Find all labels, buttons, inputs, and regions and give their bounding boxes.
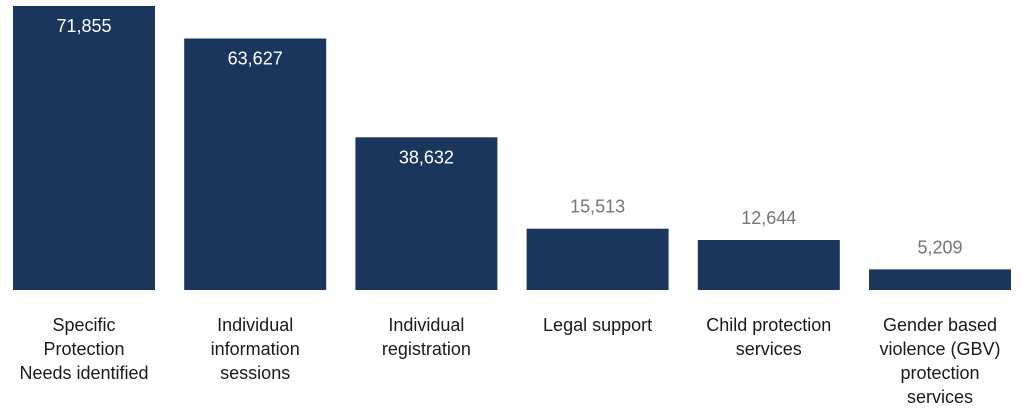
bar-3 xyxy=(526,228,669,290)
value-label-1: 63,627 xyxy=(228,49,283,69)
bar-2 xyxy=(355,137,498,290)
value-label-4: 12,644 xyxy=(741,208,796,228)
category-label-4: Child protection services xyxy=(706,315,832,359)
category-label-0: Specific Protection Needs identified xyxy=(19,315,149,383)
category-label-3: Legal support xyxy=(543,315,653,335)
bar-1 xyxy=(184,38,327,290)
value-labels-group: 71,855 63,627 38,632 15,513 12,644 5,209 xyxy=(56,16,962,257)
value-label-2: 38,632 xyxy=(399,147,454,167)
category-label-1: Individual information sessions xyxy=(210,315,300,383)
value-label-0: 71,855 xyxy=(56,16,111,36)
value-label-3: 15,513 xyxy=(570,197,625,217)
bars-group xyxy=(13,6,1011,290)
category-label-5: Gender based violence (GBV) protection s… xyxy=(879,315,1001,407)
value-label-5: 5,209 xyxy=(917,237,962,257)
bar-5 xyxy=(869,269,1011,290)
bar-0 xyxy=(13,6,155,290)
bar-4 xyxy=(697,240,840,290)
category-label-2: Individual registration xyxy=(381,315,471,359)
